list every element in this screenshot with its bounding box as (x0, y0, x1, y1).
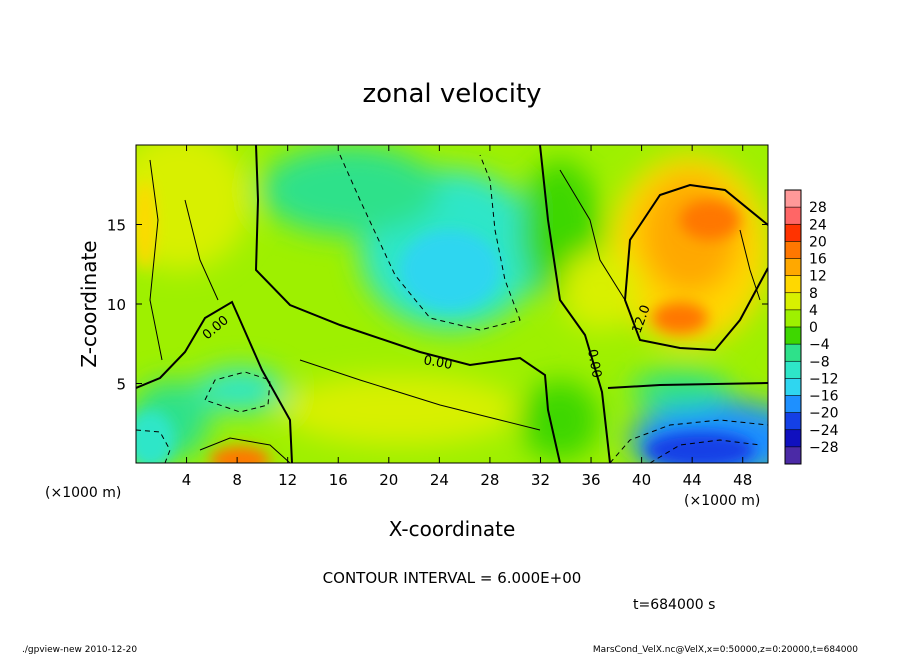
footer-right: MarsCond_VelX.nc@VelX,x=0:50000,z=0:2000… (593, 645, 858, 654)
colorbar-swatch (785, 378, 801, 396)
colorbar-swatch (785, 241, 801, 259)
colorbar-swatch (785, 207, 801, 225)
colorbar-label: 28 (809, 200, 827, 216)
x-tick-label: 28 (480, 471, 499, 489)
colorbar-swatch (785, 412, 801, 431)
x-tick-label: 32 (531, 471, 550, 489)
colorbar-swatch (785, 327, 801, 345)
x-axis-label: X-coordinate (389, 517, 516, 541)
colorbar-swatch (785, 429, 801, 448)
x-tick-label: 20 (379, 471, 398, 489)
colorbar-label: 24 (809, 217, 827, 233)
x-tick-label: 40 (632, 471, 651, 489)
colorbar-label: −16 (809, 389, 839, 405)
y-axis-label: Z-coordinate (77, 240, 101, 367)
colorbar-swatch (785, 292, 801, 311)
contour-label: 0.00 (584, 348, 604, 379)
colorbar-label: 16 (809, 252, 827, 268)
colorbar-swatch (785, 258, 801, 277)
contour-label: 0.00 (422, 353, 453, 373)
y-tick-label: 15 (107, 217, 126, 235)
colorbar-swatch (785, 309, 801, 328)
y-tick-label: 5 (116, 376, 126, 394)
x-axis: 4 8 12 16 20 24 28 32 36 40 44 48 (182, 145, 752, 489)
x-tick-label: 8 (232, 471, 242, 489)
y-axis: 5 10 15 (107, 217, 768, 394)
colorbar-swatch (785, 395, 801, 414)
colorbar-label: 20 (809, 234, 827, 250)
x-tick-label: 36 (581, 471, 600, 489)
x-tick-label: 48 (733, 471, 752, 489)
colorbar-swatch (785, 361, 801, 379)
colorbar-label: 4 (809, 303, 818, 319)
heatmap-field (136, 145, 768, 463)
time-text: t=684000 s (633, 597, 715, 613)
chart-title: zonal velocity (362, 79, 541, 109)
x-tick-label: 12 (278, 471, 297, 489)
x-tick-label: 16 (329, 471, 348, 489)
colorbar-label: −24 (809, 423, 839, 439)
colorbar-label: −12 (809, 371, 839, 387)
x-tick-label: 44 (683, 471, 702, 489)
footer-left: ./gpview-new 2010-12-20 (22, 645, 137, 654)
colorbar-swatch (785, 446, 801, 465)
colorbar-label: −28 (809, 440, 839, 456)
colorbar-label: −8 (809, 354, 830, 370)
x-tick-label: 24 (430, 471, 449, 489)
colorbar-label: −4 (809, 337, 830, 353)
x-unit-label-left: (×1000 m) (45, 485, 121, 501)
contour-interval-text: CONTOUR INTERVAL = 6.000E+00 (323, 569, 582, 587)
colorbar-swatch (785, 344, 801, 362)
colorbar-swatch (785, 275, 801, 294)
x-unit-label-right: (×1000 m) (684, 493, 760, 509)
colorbar-label: −20 (809, 406, 839, 422)
colorbar-label: 12 (809, 269, 827, 285)
colorbar-swatch (785, 224, 801, 242)
colorbar-swatch (785, 190, 801, 208)
colorbar-label: 0 (809, 320, 818, 336)
y-tick-label: 10 (107, 296, 126, 314)
colorbar-label: 8 (809, 286, 818, 302)
x-tick-label: 4 (182, 471, 192, 489)
